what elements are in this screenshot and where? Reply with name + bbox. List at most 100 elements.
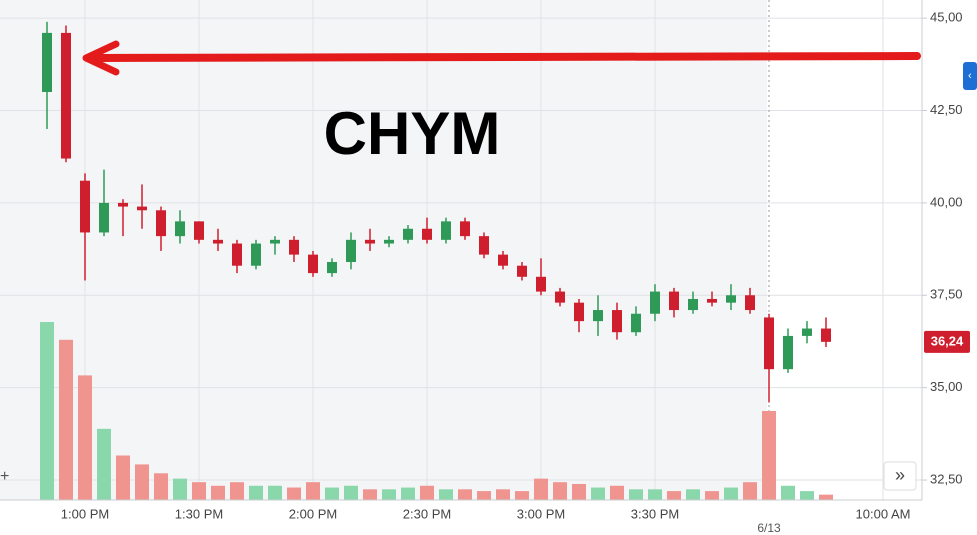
session-background [0, 0, 767, 500]
candle-body [422, 228, 432, 240]
candle-body [384, 239, 394, 244]
volume-bar [325, 487, 339, 500]
y-tick-label: 32,50 [930, 471, 963, 486]
candle-body [631, 313, 641, 333]
arrow-annotation [82, 40, 921, 76]
candle-body [61, 32, 71, 159]
candle-body [707, 298, 717, 303]
candle-body [498, 254, 508, 266]
volume-bar [762, 411, 776, 500]
candle-body [536, 276, 546, 292]
candle-body [802, 328, 812, 336]
candle-body [80, 180, 90, 233]
y-tick-label: 45,00 [930, 10, 963, 25]
volume-bar [40, 322, 54, 500]
candle-body [365, 239, 375, 244]
candle-body [555, 291, 565, 303]
x-tick-label: 6/13 [757, 521, 781, 535]
volume-bar [648, 489, 662, 500]
x-tick-label: 1:30 PM [175, 506, 223, 521]
candle-body [327, 262, 337, 274]
candle-body [745, 295, 755, 311]
arrow-head [82, 40, 120, 76]
candle-body [650, 291, 660, 314]
volume-bar [211, 485, 225, 500]
volume-bar [97, 428, 111, 500]
volume-bar [363, 489, 377, 500]
symbol-annotation: CHYM [324, 100, 501, 167]
volume-bar [230, 482, 244, 500]
candle-body [308, 254, 318, 274]
volume-bar [287, 487, 301, 500]
volume-bar [116, 455, 130, 500]
toggle-icon: ‹ [968, 70, 972, 82]
candle-body [593, 310, 603, 322]
candle-body [289, 239, 299, 255]
x-tick-label: 2:00 PM [289, 506, 337, 521]
scroll-icon: » [895, 465, 905, 485]
zoom-button[interactable]: + [0, 468, 9, 485]
candle-body [574, 302, 584, 322]
x-tick-label: 10:00 AM [856, 506, 911, 521]
candle-body [479, 236, 489, 255]
y-tick-label: 40,00 [930, 194, 963, 209]
x-tick-label: 1:00 PM [61, 506, 109, 521]
label-layer: 32,50 35,00 37,50 40,00 42,50 45,00 1:00 PM 1:3… [61, 10, 970, 535]
candle-body [213, 239, 223, 244]
candle-body [403, 228, 413, 240]
candle-body [688, 298, 698, 311]
candle-body [764, 317, 774, 370]
candle-body [821, 328, 831, 342]
x-tick-label: 2:30 PM [403, 506, 451, 521]
volume-bar [173, 478, 187, 500]
volume-bar [59, 339, 73, 500]
volume-bar [249, 485, 263, 500]
volume-bar [439, 489, 453, 500]
candle-body [232, 243, 242, 266]
candle-body [346, 239, 356, 263]
candle-body [612, 310, 622, 333]
volume-bar [686, 489, 700, 500]
volume-bar [667, 491, 681, 500]
volume-bar [401, 487, 415, 500]
y-tick-label: 37,50 [930, 287, 963, 302]
candle-body [726, 295, 736, 303]
volume-bar [458, 489, 472, 500]
volume-bar [591, 487, 605, 500]
volume-bar [629, 489, 643, 500]
candle-body [669, 291, 679, 311]
volume-bar [420, 485, 434, 500]
candle-body [118, 202, 128, 207]
candle-layer [42, 21, 831, 403]
last-price-badge [924, 330, 970, 353]
candle-body [251, 243, 261, 266]
volume-bar [743, 482, 757, 500]
volume-bar [192, 482, 206, 500]
side-panel-toggle[interactable] [963, 62, 977, 90]
grid [0, 0, 922, 500]
x-tick-label: 3:00 PM [517, 506, 565, 521]
volume-bar [724, 487, 738, 500]
volume-bar [705, 491, 719, 500]
volume-bar [572, 483, 586, 500]
scroll-right-button[interactable] [883, 461, 917, 491]
y-tick-label: 35,00 [930, 379, 963, 394]
volume-bar [819, 494, 833, 500]
candle-body [175, 221, 185, 237]
x-tick-label: 3:30 PM [631, 506, 679, 521]
volume-bar [268, 485, 282, 500]
volume-bar [306, 482, 320, 500]
volume-bar [610, 485, 624, 500]
candle-body [99, 202, 109, 233]
volume-layer [40, 322, 833, 500]
candle-body [156, 210, 166, 237]
volume-bar [496, 489, 510, 500]
candle-body [270, 239, 280, 244]
volume-bar [154, 473, 168, 500]
volume-bar [534, 478, 548, 500]
candle-body [517, 265, 527, 277]
candle-body [42, 32, 52, 93]
last-price-label: 36,24 [931, 333, 964, 348]
volume-bar [553, 482, 567, 500]
